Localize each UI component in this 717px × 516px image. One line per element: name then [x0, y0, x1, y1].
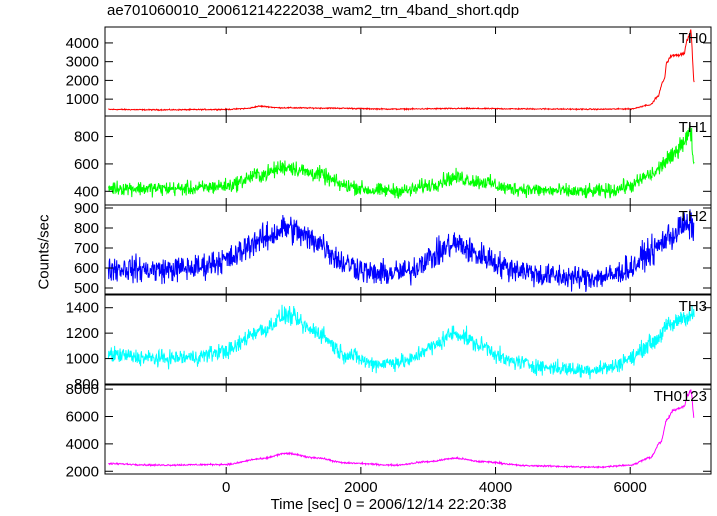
series-line-th3 — [107, 304, 695, 380]
y-tick-label-th0: 4000 — [66, 35, 99, 52]
panel-frames — [104, 26, 712, 475]
y-tick-label-th2: 800 — [74, 220, 99, 237]
y-tick-label-th3: 1000 — [66, 351, 99, 368]
panel-frame-th0123 — [104, 384, 712, 475]
y-tick-label-th2: 600 — [74, 260, 99, 277]
y-tick-label-th0: 1000 — [66, 91, 99, 108]
y-tick-label-th1: 600 — [74, 156, 99, 173]
y-tick-label-th0123: 2000 — [66, 463, 99, 480]
x-tick-label: 6000 — [614, 479, 647, 496]
y-tick-label-th1: 800 — [74, 129, 99, 146]
series-layer — [107, 29, 695, 469]
y-tick-label-th2: 700 — [74, 240, 99, 257]
x-tick-label: 4000 — [479, 479, 512, 496]
panel-label-th3: TH3 — [679, 298, 707, 315]
y-tick-label-th0123: 4000 — [66, 436, 99, 453]
y-tick-label-th2: 500 — [74, 280, 99, 297]
y-tick-label-th3: 800 — [74, 376, 99, 393]
y-tick-label-th2: 900 — [74, 200, 99, 217]
series-line-th0123 — [108, 389, 695, 469]
panel-frame-th0 — [104, 26, 712, 117]
y-tick-label-th0123: 8000 — [66, 381, 99, 398]
y-tick-label-th3: 1200 — [66, 325, 99, 342]
x-tick-label: 2000 — [344, 479, 377, 496]
x-axis-label: Time [sec] 0 = 2006/12/14 22:20:38 — [270, 496, 507, 513]
ticks-layer — [105, 27, 711, 474]
y-axis-label: Counts/sec — [35, 214, 53, 290]
panel-label-th1: TH1 — [679, 119, 707, 136]
x-tick-label: 0 — [222, 479, 230, 496]
panel-label-th0123: TH0123 — [654, 388, 707, 405]
panel-label-th0: TH0 — [679, 30, 707, 47]
y-tick-label-th0: 3000 — [66, 54, 99, 71]
panel-frame-th3 — [104, 294, 712, 385]
y-tick-label-th0123: 6000 — [66, 408, 99, 425]
series-line-th0 — [108, 29, 695, 112]
panel-label-th2: TH2 — [679, 208, 707, 225]
y-tick-label-th3: 1400 — [66, 300, 99, 317]
y-tick-label-th0: 2000 — [66, 72, 99, 89]
panel-frame-th2 — [104, 204, 712, 295]
y-tick-label-th1: 400 — [74, 183, 99, 200]
series-line-th2 — [107, 209, 695, 292]
chart-title: ae701060010_20061214222038_wam2_trn_4ban… — [107, 2, 520, 19]
series-line-th1 — [107, 123, 695, 199]
